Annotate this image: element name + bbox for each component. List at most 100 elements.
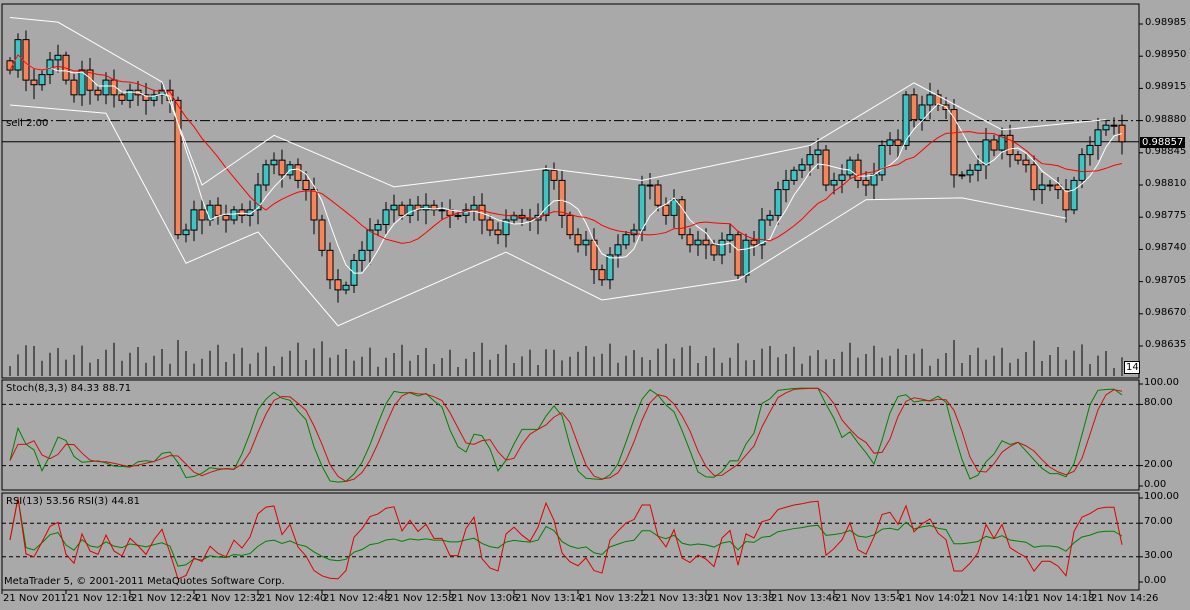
bull-candle — [1078, 154, 1086, 181]
bull-candle — [958, 174, 966, 177]
bull-candle — [1038, 184, 1046, 191]
bull-candle — [54, 54, 62, 61]
bear-candle — [1006, 134, 1014, 156]
rsi-3-line — [9, 497, 1123, 580]
bull-candle — [1070, 179, 1078, 211]
bull-candle — [870, 174, 878, 186]
bear-candle — [294, 164, 302, 181]
bull-candle — [902, 94, 910, 146]
price-tick-label: 0.98670 — [1145, 306, 1187, 318]
bear-candle — [430, 204, 438, 211]
rsi-panel-frame — [1, 492, 1140, 591]
bull-candle — [918, 104, 926, 121]
bear-candle — [414, 204, 422, 211]
bear-candle — [238, 209, 246, 216]
bull-candle — [438, 209, 446, 212]
bull-candle — [422, 204, 430, 211]
bear-candle — [310, 189, 318, 221]
bull-candle — [454, 214, 462, 217]
price-tick-label: 0.98705 — [1145, 274, 1187, 286]
bull-candle — [1110, 124, 1118, 127]
price-tick-label: 0.98985 — [1145, 17, 1187, 28]
bull-candle — [1046, 184, 1054, 187]
bull-candle — [974, 164, 982, 171]
bull-candle — [670, 199, 678, 216]
bear-candle — [574, 234, 582, 246]
time-tick-label: 21 Nov 12:16 — [67, 593, 135, 604]
bear-candle — [30, 79, 38, 86]
bull-candle — [606, 254, 614, 281]
bull-candle — [190, 209, 198, 231]
bull-candle — [926, 94, 934, 106]
fast-moving-average-line — [9, 53, 1123, 274]
time-tick-label: 21 Nov 13:22 — [579, 593, 647, 604]
price-tick-label: 0.98950 — [1145, 49, 1187, 61]
bear-candle — [1022, 159, 1030, 166]
sell-order-label: sell 2.00 — [6, 118, 49, 129]
bull-candle — [78, 69, 86, 96]
price-tick-label: 0.98635 — [1145, 339, 1187, 350]
bull-candle — [998, 134, 1006, 151]
bull-candle — [742, 239, 750, 276]
time-tick-label: 21 Nov 12:40 — [259, 593, 327, 604]
time-tick-label: 21 Nov 13:14 — [515, 593, 583, 604]
bear-candle — [662, 204, 670, 216]
time-tick-label: 21 Nov 14:10 — [963, 593, 1031, 604]
time-tick-label: 21 Nov 14:26 — [1091, 593, 1159, 604]
bear-candle — [686, 234, 694, 246]
bull-candle — [254, 184, 262, 211]
bull-candle — [342, 284, 350, 291]
bull-candle — [510, 214, 518, 221]
bull-candle — [726, 234, 734, 241]
bear-candle — [990, 139, 998, 151]
bull-candle — [614, 244, 622, 256]
bull-candle — [798, 164, 806, 171]
bear-candle — [222, 214, 230, 221]
bear-candle — [142, 94, 150, 101]
bear-candle — [398, 204, 406, 216]
main-panel-frame — [1, 3, 1140, 379]
bull-candle — [878, 144, 886, 176]
bull-candle — [230, 209, 238, 221]
time-tick-label: 21 Nov 14:18 — [1027, 593, 1095, 604]
bear-candle — [70, 79, 78, 96]
bear-candle — [86, 69, 94, 91]
bull-candle — [758, 219, 766, 246]
indicator-tick-label: 80.00 — [1144, 397, 1173, 409]
stoch-signal-line — [9, 387, 1123, 482]
bear-candle — [566, 214, 574, 236]
time-tick-label: 21 Nov 12:48 — [323, 593, 391, 604]
indicator-tick-label: 70.00 — [1144, 516, 1173, 528]
indicator-tick-label: 100.00 — [1144, 491, 1179, 502]
rsi-title: RSI(13) 53.56 RSI(3) 44.81 — [6, 496, 140, 507]
bear-candle — [854, 159, 862, 181]
price-tick-label: 0.98810 — [1145, 178, 1187, 189]
indicator-tick-label: 0.00 — [1144, 479, 1167, 490]
bull-candle — [382, 209, 390, 226]
indicator-tick-label: 20.00 — [1144, 458, 1173, 470]
bull-candle — [246, 209, 254, 216]
zigzag-upper-line — [9, 17, 1107, 188]
bear-candle — [214, 204, 222, 216]
time-tick-label: 21 Nov 13:54 — [835, 593, 903, 604]
bull-candle — [158, 89, 166, 96]
bull-candle — [966, 169, 974, 176]
bear-candle — [278, 159, 286, 176]
bear-candle — [550, 169, 558, 181]
bear-candle — [654, 184, 662, 206]
bull-candle — [886, 139, 894, 146]
bull-candle — [150, 94, 158, 101]
rsi-13-line — [9, 497, 1123, 567]
bear-candle — [198, 209, 206, 221]
time-tick-label: 21 Nov 13:46 — [771, 593, 839, 604]
bull-candle — [830, 179, 838, 186]
price-tick-label: 0.98740 — [1145, 242, 1187, 254]
bear-candle — [118, 94, 126, 101]
bear-candle — [734, 234, 742, 276]
bull-candle — [542, 169, 550, 216]
bull-candle — [766, 214, 774, 221]
bull-candle — [838, 174, 846, 181]
bull-candle — [790, 169, 798, 181]
